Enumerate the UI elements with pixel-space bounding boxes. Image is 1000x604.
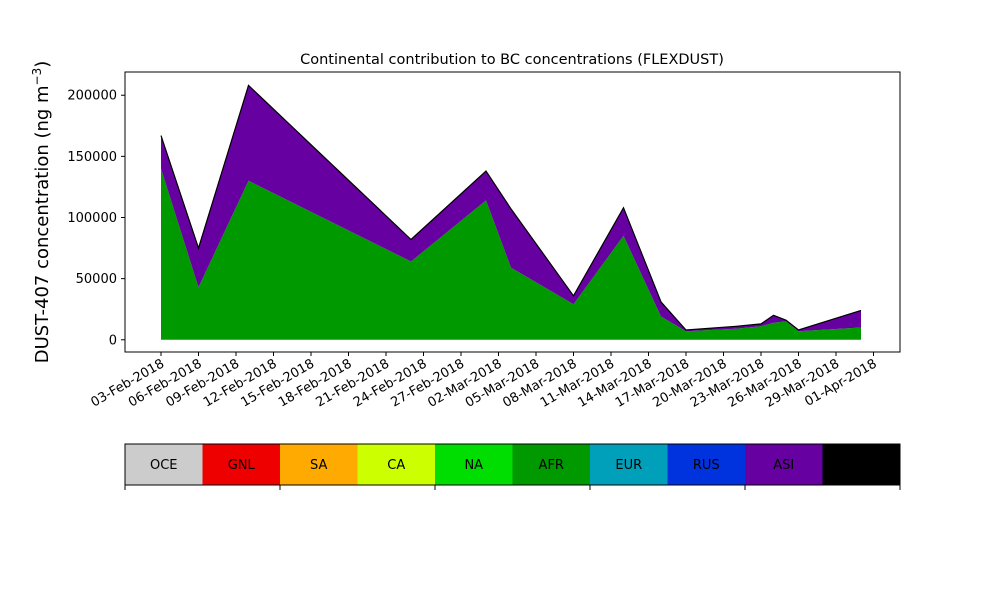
legend-swatch-afr <box>512 444 590 485</box>
legend-label-oce: OCE <box>150 458 178 473</box>
legend-swatch-eur <box>590 444 668 485</box>
total-outline-line <box>160 84 862 331</box>
y-tick-label: 150000 <box>67 150 117 165</box>
legend-label-na: NA <box>464 458 483 473</box>
y-axis-label-close: ) <box>32 61 53 68</box>
y-tick-label: 0 <box>109 333 117 348</box>
y-tick-label: 50000 <box>76 272 117 287</box>
legend-label-aus: AUS <box>848 458 875 473</box>
legend-swatch-ca <box>357 444 435 485</box>
legend-swatch-asi <box>745 444 823 485</box>
legend-swatch-aus <box>822 444 900 485</box>
legend-swatch-sa <box>280 444 358 485</box>
legend-label-sa: SA <box>310 458 327 473</box>
legend-swatch-na <box>435 444 513 485</box>
y-tick-label: 100000 <box>67 211 117 226</box>
legend-swatch-rus <box>667 444 745 485</box>
y-axis-label: DUST-407 concentration (ng m−3) <box>30 61 53 364</box>
y-axis-label-text: DUST-407 concentration (ng m <box>32 85 53 363</box>
y-axis-label-superscript: −3 <box>30 68 44 86</box>
x-axis: 03-Feb-201806-Feb-201809-Feb-201812-Feb-… <box>88 352 880 411</box>
legend-label-gnl: GNL <box>228 458 256 473</box>
legend-swatch-gnl <box>202 444 280 485</box>
plot-area <box>124 71 901 353</box>
area-series-afr <box>161 168 861 340</box>
legend-label-asi: ASI <box>773 458 794 473</box>
legend-label-afr: AFR <box>539 458 564 473</box>
y-axis: 0 50000 100000 150000 200000 <box>67 89 125 348</box>
legend-colorbar: OCE GNL SA CA NA AFR EUR RUS ASI AUS <box>124 443 901 490</box>
legend-label-ca: CA <box>387 458 405 473</box>
legend-label-rus: RUS <box>693 458 720 473</box>
legend-swatch-oce <box>125 444 203 485</box>
plot-frame <box>124 71 901 353</box>
y-tick-label: 200000 <box>67 89 117 104</box>
chart-title: Continental contribution to BC concentra… <box>300 52 724 68</box>
legend-label-eur: EUR <box>615 458 642 473</box>
legend-frame <box>124 443 901 486</box>
